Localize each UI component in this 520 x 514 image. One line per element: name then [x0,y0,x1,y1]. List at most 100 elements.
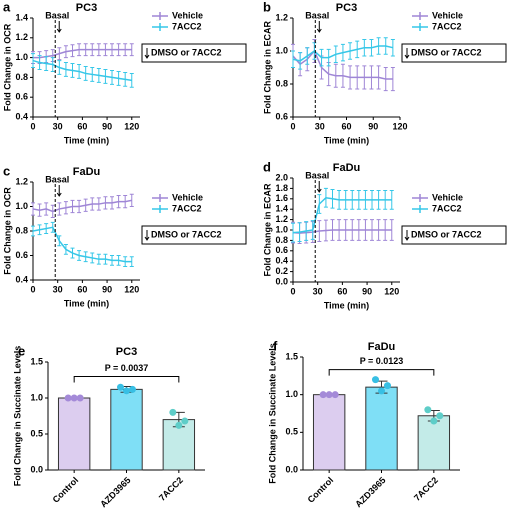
bar [417,415,451,471]
x-tick-label: Control [51,475,81,505]
y-tick-label: 0.8 [275,78,288,88]
bar [110,388,143,471]
series-line [32,199,132,213]
data-point [70,394,78,402]
legend-swatch [152,12,168,20]
data-point [378,387,385,395]
y-tick-label: 0.0 [285,464,298,474]
significance-bracket [328,369,435,376]
treatment-box [401,225,507,245]
x-tick-label: 60 [341,121,351,131]
p-value: P = 0.0123 [360,356,404,366]
y-tick-label: 1.2 [15,176,28,186]
x-tick-label: 0 [290,286,295,296]
legend-swatch [152,205,168,213]
legend-label: 7ACC2 [172,21,202,31]
y-axis-label: Fold Change in ECAR [262,183,272,276]
legend-swatch [412,12,428,20]
y-tick-label: 0.2 [275,266,288,276]
x-tick-label: 0 [290,121,295,131]
x-tick-label: 7ACC2 [412,475,440,503]
x-tick-label: 120 [392,121,407,131]
y-tick-label: 0.6 [15,92,28,102]
y-tick-label: 1.5 [285,351,298,361]
series-line [292,196,392,234]
x-axis-label: Time (min) [324,135,369,145]
y-tick-label: 1.0 [15,52,28,62]
panel-label: b [263,0,271,14]
series-line [32,226,132,263]
x-axis-label: Time (min) [324,300,369,310]
treatment-label: DMSO or 7ACC2 [411,47,482,57]
treatment-label: DMSO or 7ACC2 [151,229,222,239]
basal-arrow [316,181,322,193]
x-tick-label: 30 [53,284,63,294]
y-tick-label: 1.0 [275,224,288,234]
data-point [331,391,339,399]
y-axis-label: Fold Change in OCR [2,187,12,275]
treatment-box [141,225,247,245]
series-line [33,48,132,59]
x-tick-label: 60 [77,284,87,294]
y-tick-label: 0.0 [30,464,43,474]
box-arrow [404,48,410,59]
treatment-label: DMSO or 7ACC2 [151,47,222,57]
y-axis-label: Fold Change in Succinate Levels [267,343,277,484]
panel-title: FaDu [368,341,396,353]
data-point [325,391,333,399]
x-tick-label: 90 [362,286,372,296]
y-tick-label: 0.6 [15,250,28,260]
data-point [175,421,183,429]
basal-arrow [56,21,62,33]
basal-label: Basal [45,174,69,184]
y-tick-label: 1.2 [275,12,288,22]
y-tick-label: 1.4 [15,12,28,22]
panel-title: FaDu [333,162,361,174]
series-line [292,49,393,80]
p-value: P = 0.0037 [105,363,149,373]
y-tick-label: 1.4 [275,204,288,214]
data-point [76,394,84,402]
panel-label: a [3,0,11,14]
y-tick-label: 0.4 [275,256,288,266]
x-axis-label: Time (min) [64,135,109,145]
panel-label: e [18,343,25,358]
y-tick-label: 0.8 [275,235,288,245]
legend-swatch [412,205,428,213]
y-tick-label: 1.8 [275,183,288,193]
data-point [424,406,432,414]
legend-label: Vehicle [172,10,203,20]
treatment-box [141,43,247,63]
treatment-box [401,43,507,63]
x-tick-label: 120 [124,121,139,131]
x-tick-label: 60 [77,121,87,131]
data-point [64,394,72,402]
y-tick-label: 0.5 [285,427,298,437]
series-line [32,59,132,82]
y-tick-label: 0.8 [15,225,28,235]
y-axis-label: Fold Change in Succinate Levels [12,346,22,487]
legend-label: 7ACC2 [432,203,462,213]
legend-label: Vehicle [432,10,463,20]
x-tick-label: 90 [102,121,112,131]
legend-swatch [412,194,428,202]
panel-title: PC3 [336,2,357,14]
panel-title: FaDu [73,166,101,178]
x-tick-label: AZD3965 [98,475,132,509]
panel-title: PC3 [116,346,137,358]
bar [57,397,91,471]
x-tick-label: Control [306,475,336,505]
box-arrow [144,48,150,59]
error-bar [390,38,395,57]
data-point [181,417,189,425]
data-point [129,385,136,393]
x-tick-label: 90 [368,121,378,131]
box-arrow [144,230,150,241]
x-tick-label: 120 [384,286,399,296]
y-tick-label: 0.6 [275,245,288,255]
box-arrow [404,230,410,241]
basal-label: Basal [305,10,329,20]
y-tick-label: 2.0 [275,172,288,182]
basal-arrow [56,185,62,197]
